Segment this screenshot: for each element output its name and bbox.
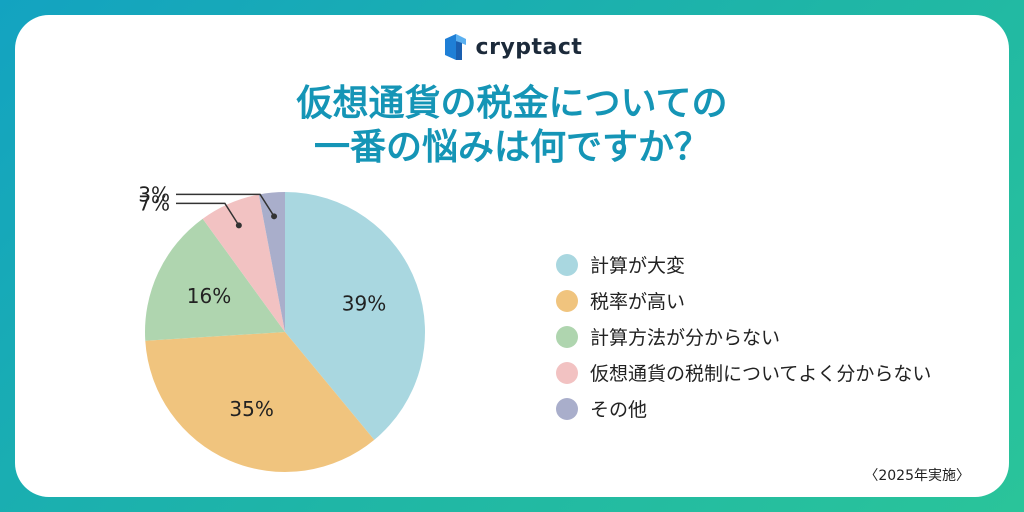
legend-label: 仮想通貨の税制についてよく分からない — [590, 363, 932, 385]
leader-dot — [235, 222, 242, 229]
slice-value-label: 39% — [342, 292, 386, 316]
chart-title-line-1: 仮想通貨の税金についての — [296, 83, 728, 124]
slice-value-label: 35% — [229, 397, 273, 421]
legend-swatch — [556, 325, 578, 348]
legend-swatch — [556, 361, 578, 384]
legend-item: 仮想通貨の税制についてよく分からない — [556, 358, 931, 387]
slice-value-label: 3% — [138, 182, 170, 206]
legend-label: その他 — [590, 399, 648, 421]
pie-slice — [145, 332, 375, 472]
slice-value-label: 7% — [138, 191, 170, 215]
legend-item: 計算方法が分からない — [556, 322, 931, 351]
pie-slice — [145, 218, 285, 341]
legend-label: 計算が大変 — [590, 255, 686, 277]
leader-dot — [271, 213, 278, 220]
legend-item: その他 — [556, 394, 931, 423]
leader-line — [176, 202, 240, 226]
legend-swatch — [556, 253, 578, 276]
cryptact-logo-icon — [444, 34, 466, 60]
legend-item: 計算が大変 — [556, 250, 931, 279]
chart-title-line-2: 一番の悩みは何ですか？ — [313, 127, 710, 168]
leader-line — [176, 193, 275, 217]
legend-label: 計算方法が分からない — [590, 327, 781, 349]
slice-value-label: 16% — [187, 284, 231, 308]
pie-slice — [258, 192, 285, 332]
legend-label: 税率が高い — [590, 291, 686, 313]
pie-slice — [285, 192, 425, 440]
chart-legend: 計算が大変 税率が高い 計算方法が分からない 仮想通貨の税制についてよく分からな… — [556, 250, 931, 430]
survey-year-note: 〈2025年実施〉 — [864, 468, 970, 484]
brand-name: cryptact — [475, 34, 583, 60]
brand-header: cryptact — [0, 30, 1024, 64]
legend-swatch — [556, 397, 578, 420]
legend-item: 税率が高い — [556, 286, 931, 315]
legend-swatch — [556, 289, 578, 312]
pie-slice — [202, 194, 285, 332]
